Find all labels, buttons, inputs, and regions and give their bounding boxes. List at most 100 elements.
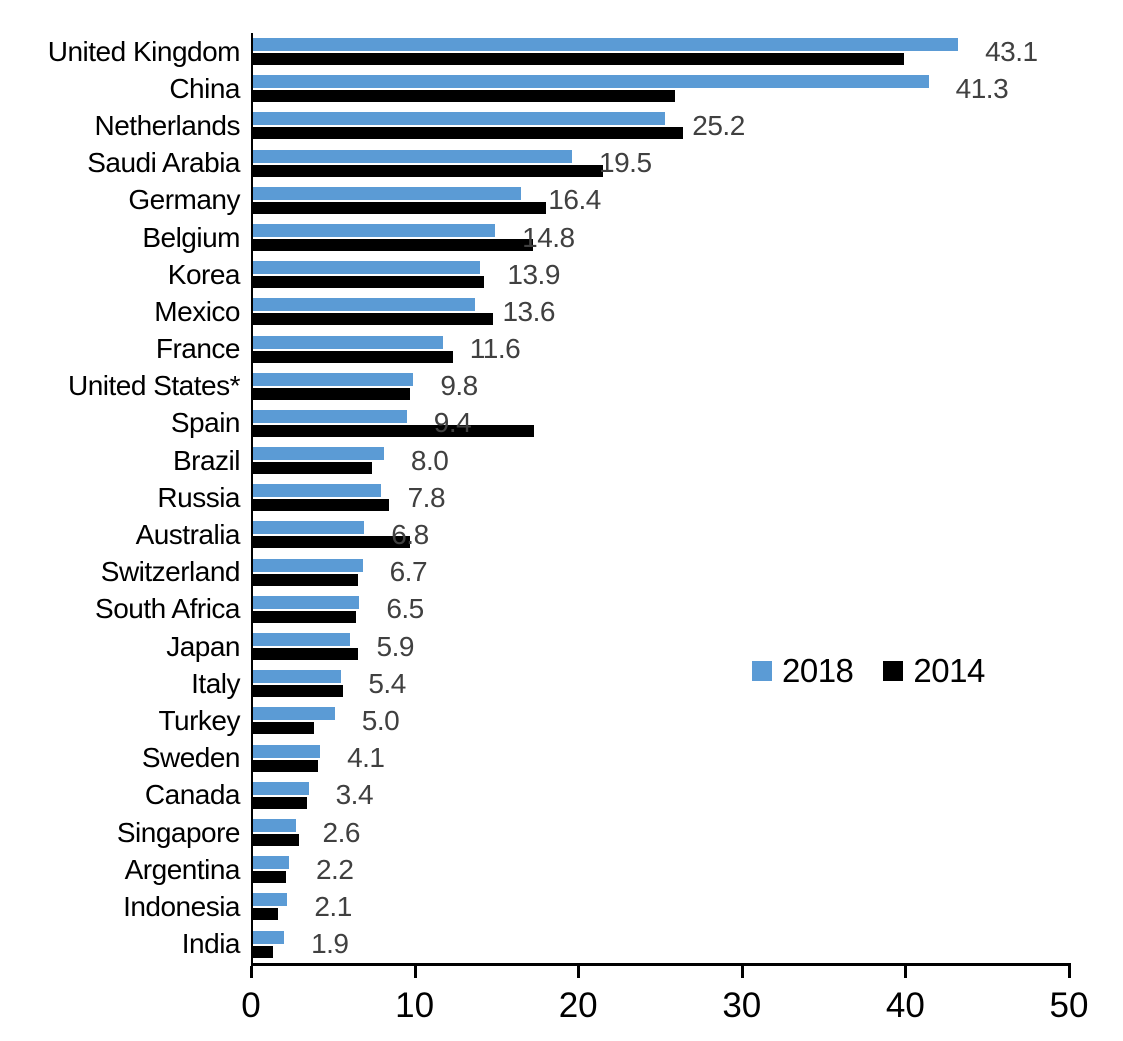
- bar-row: Korea 13.9: [0, 256, 1073, 294]
- x-tick: [413, 966, 417, 978]
- bar-2014: [253, 573, 358, 586]
- bar-row: Canada 3.4: [0, 776, 1073, 814]
- bar-row: Australia 6.8: [0, 516, 1073, 554]
- value-label: 1.9: [311, 928, 349, 960]
- bar-group: 2.6: [251, 813, 1071, 852]
- value-label: 13.6: [502, 295, 555, 327]
- bar-2018: [253, 112, 666, 126]
- country-label: Argentina: [124, 853, 241, 885]
- bar-2014: [253, 164, 604, 177]
- bar-group: 6.8: [251, 516, 1071, 554]
- country-label: Switzerland: [100, 556, 241, 588]
- country-label: Russia: [157, 481, 240, 513]
- bar-group: 11.6: [251, 330, 1071, 368]
- country-label: Saudi Arabia: [87, 147, 240, 179]
- bar-group: 2.2: [251, 851, 1071, 889]
- bar-2014: [253, 685, 343, 698]
- bar-2014: [253, 945, 273, 958]
- bar-2018: [253, 484, 381, 498]
- x-tick: [904, 966, 908, 978]
- bar-2018: [253, 521, 365, 535]
- bar-row: Italy 5.4: [0, 665, 1073, 703]
- plot-area: United Kingdom 43.1 China 41.3 Netherlands 25…: [0, 33, 1073, 963]
- country-label: Korea: [167, 258, 241, 290]
- bar-row: Turkey 5.0: [0, 702, 1073, 740]
- x-tick: [740, 966, 744, 978]
- bar-row: Saudi Arabia 19.5: [0, 144, 1073, 182]
- bar-2018: [253, 744, 321, 758]
- bar-2014: [253, 648, 358, 660]
- legend-item-2018: 2018: [752, 652, 854, 690]
- value-label: 13.9: [507, 258, 560, 290]
- value-label: 2.6: [322, 816, 361, 848]
- value-label: 14.8: [522, 221, 575, 253]
- bar-group: 2.1: [251, 888, 1071, 926]
- country-label: Canada: [144, 779, 241, 811]
- value-label: 25.2: [692, 109, 745, 141]
- bar-2018: [253, 372, 414, 386]
- value-label: 7.8: [407, 481, 446, 513]
- bar-row: Sweden 4.1: [0, 739, 1073, 777]
- bar-2018: [253, 223, 496, 237]
- bar-row: United Kingdom 43.1: [0, 33, 1073, 71]
- bar-2018: [253, 335, 443, 349]
- bar-2014: [253, 796, 307, 809]
- country-label: United Kingdom: [47, 35, 241, 67]
- bar-row: Singapore 2.6: [0, 813, 1073, 852]
- country-label: Japan: [166, 630, 240, 662]
- x-tick-label: 50: [1049, 986, 1089, 1025]
- country-label: Belgium: [142, 221, 240, 253]
- bar-2014: [253, 908, 278, 921]
- bar-2018: [253, 818, 296, 832]
- bar-group: 4.1: [251, 739, 1071, 777]
- bar-2018: [253, 930, 285, 944]
- value-label: 16.4: [548, 184, 601, 216]
- bar-2014: [253, 536, 411, 549]
- bar-2014: [253, 833, 299, 846]
- value-label: 2.2: [315, 853, 354, 885]
- bar-2018: [253, 781, 309, 795]
- bar-row: Russia 7.8: [0, 479, 1073, 517]
- value-label: 6.8: [391, 519, 429, 551]
- bar-2014: [253, 610, 357, 623]
- bar-2014: [253, 90, 676, 103]
- bar-group: 8.0: [251, 442, 1071, 480]
- country-label: Singapore: [116, 816, 241, 848]
- bar-group: 43.1: [251, 33, 1071, 71]
- x-tick-label: 20: [558, 986, 598, 1025]
- country-label: United States*: [68, 370, 241, 402]
- bar-2014: [253, 238, 533, 251]
- bar-row: Belgium 14.8: [0, 218, 1073, 257]
- bar-2018: [253, 38, 959, 51]
- bar-2018: [253, 595, 360, 609]
- value-label: 6.5: [386, 593, 424, 625]
- x-tick: [250, 966, 253, 978]
- bar-group: 3.4: [251, 776, 1071, 814]
- value-label: 2.1: [314, 890, 352, 922]
- bar-group: 9.4: [251, 404, 1071, 443]
- bar-group: 13.9: [251, 256, 1071, 294]
- country-label: Turkey: [158, 704, 240, 736]
- bar-group: 5.0: [251, 702, 1071, 740]
- bar-row: Switzerland 6.7: [0, 553, 1073, 591]
- bar-group: 41.3: [251, 70, 1071, 108]
- bar-2018: [253, 670, 342, 684]
- bar-2014: [253, 313, 494, 326]
- value-label: 41.3: [955, 72, 1009, 104]
- value-label: 4.1: [347, 742, 385, 774]
- value-label: 9.8: [440, 370, 478, 402]
- x-tick-label: 30: [722, 986, 762, 1025]
- bar-2014: [253, 387, 411, 400]
- x-tick: [1068, 966, 1071, 978]
- value-label: 43.1: [985, 35, 1038, 67]
- value-label: 9.4: [433, 407, 472, 439]
- bar-group: 5.4: [251, 665, 1071, 703]
- value-label: 5.9: [376, 630, 415, 662]
- bar-2018: [253, 186, 522, 200]
- bar-2018: [253, 149, 573, 163]
- x-tick-label: 10: [395, 986, 435, 1025]
- bar-2014: [253, 722, 314, 735]
- bar-group: 25.2: [251, 107, 1071, 145]
- bar-2014: [253, 424, 535, 437]
